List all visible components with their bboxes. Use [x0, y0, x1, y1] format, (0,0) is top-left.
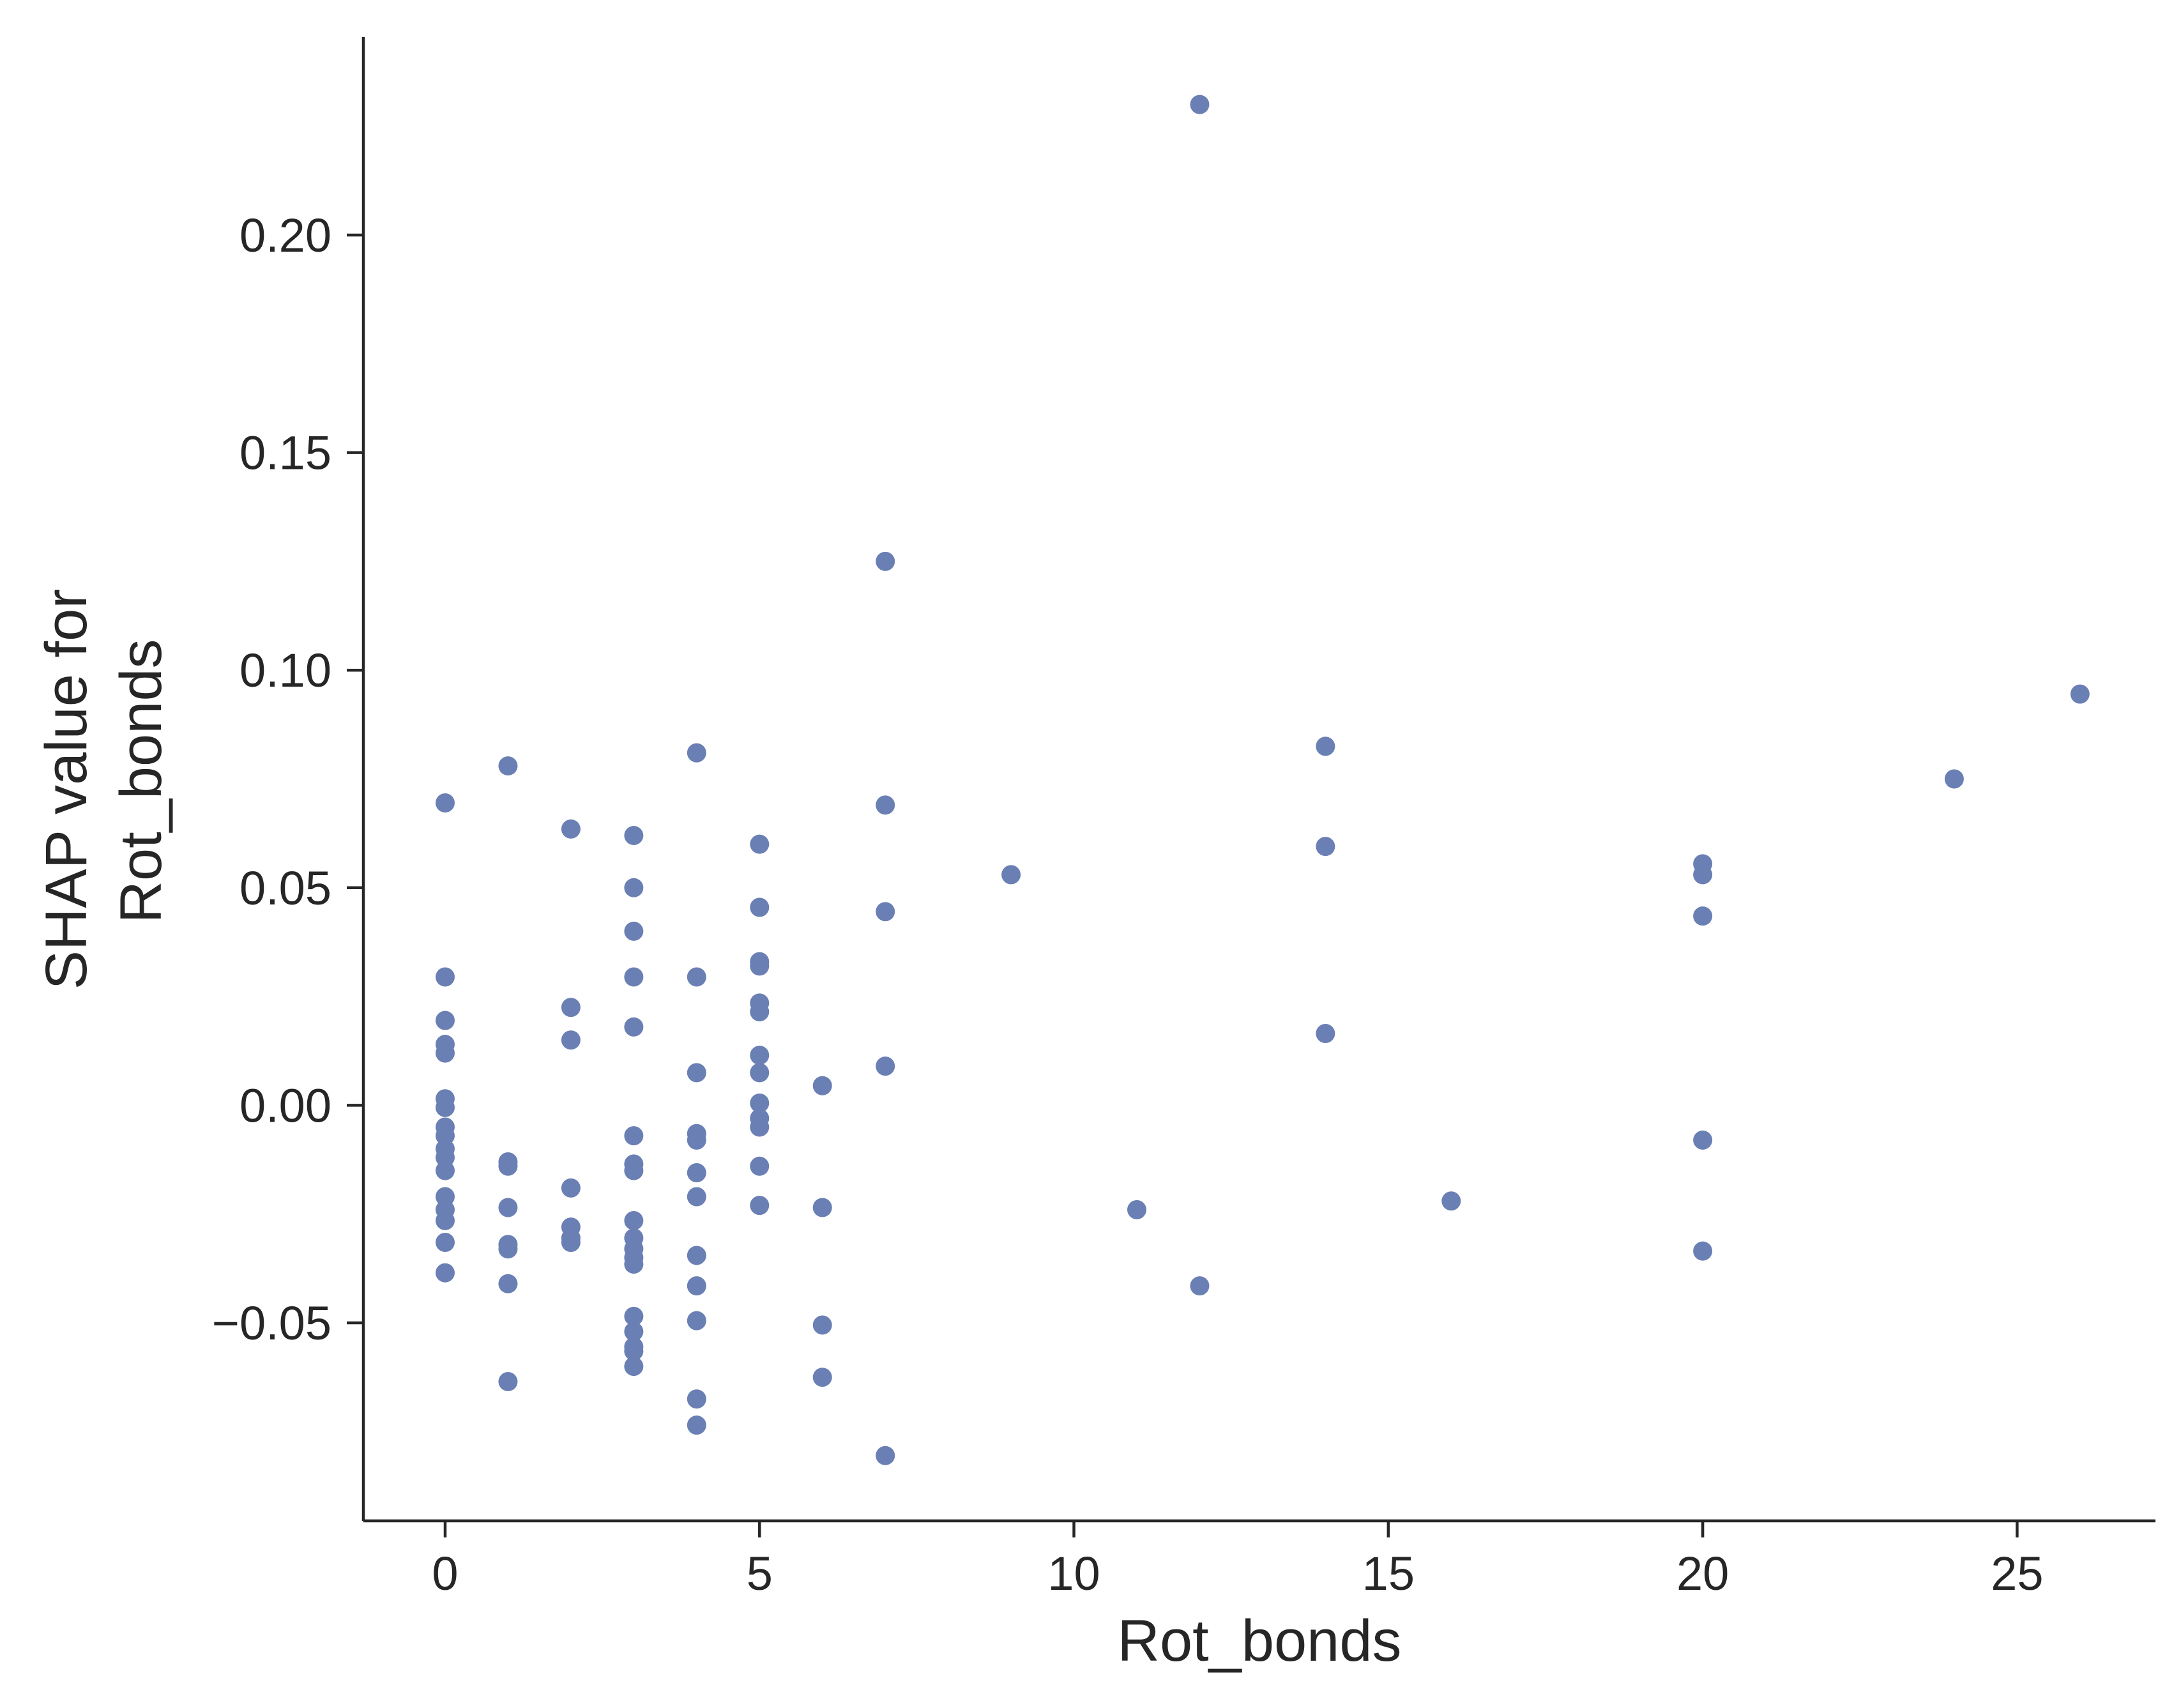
- data-point: [1001, 865, 1021, 885]
- data-point: [435, 1010, 455, 1030]
- data-point: [750, 956, 770, 976]
- data-point: [876, 1056, 895, 1076]
- data-point: [624, 1341, 644, 1361]
- data-point: [435, 1233, 455, 1253]
- data-point: [1316, 837, 1335, 857]
- y-tick-label: −0.05: [212, 1297, 331, 1350]
- data-point: [624, 1254, 644, 1274]
- data-point: [1944, 769, 1964, 789]
- data-point: [750, 1117, 770, 1137]
- data-point: [1693, 1241, 1713, 1261]
- data-point: [750, 897, 770, 917]
- y-axis-title-line-1: SHAP value for: [34, 589, 99, 989]
- data-point: [687, 1246, 706, 1265]
- y-tick-label: 0.00: [239, 1079, 331, 1132]
- data-point: [498, 1274, 518, 1293]
- data-point: [435, 1210, 455, 1230]
- data-point: [498, 756, 518, 776]
- data-point: [812, 1198, 832, 1217]
- data-point: [1127, 1200, 1147, 1219]
- x-axis-ticks: 0 5 10 15 20 25: [432, 1521, 2044, 1600]
- data-point: [812, 1076, 832, 1095]
- data-point: [624, 1322, 644, 1341]
- data-point: [435, 1043, 455, 1063]
- data-points: [435, 95, 2090, 1465]
- data-point: [498, 1372, 518, 1392]
- data-point: [750, 1002, 770, 1021]
- data-point: [498, 1198, 518, 1217]
- data-point: [435, 1263, 455, 1283]
- data-point: [624, 1161, 644, 1180]
- data-point: [687, 1415, 706, 1435]
- data-point: [624, 967, 644, 987]
- data-point: [876, 902, 895, 922]
- y-tick-label: 0.15: [239, 427, 331, 480]
- data-point: [498, 1239, 518, 1259]
- y-tick-label: 0.05: [239, 862, 331, 915]
- data-point: [1693, 1130, 1713, 1150]
- data-point: [624, 878, 644, 897]
- data-point: [1693, 906, 1713, 926]
- data-point: [624, 1210, 644, 1230]
- x-tick-label: 20: [1676, 1547, 1729, 1600]
- data-point: [561, 1233, 581, 1253]
- data-point: [561, 819, 581, 839]
- data-point: [624, 1017, 644, 1037]
- data-point: [750, 1196, 770, 1216]
- x-tick-label: 0: [432, 1547, 458, 1600]
- data-point: [687, 1311, 706, 1331]
- y-axis-ticks: −0.05 0.00 0.05 0.10 0.15 0.20: [212, 209, 363, 1350]
- data-point: [687, 1187, 706, 1207]
- data-point: [624, 1357, 644, 1376]
- data-point: [750, 1094, 770, 1113]
- data-point: [561, 1178, 581, 1198]
- y-tick-label: 0.10: [239, 644, 331, 697]
- data-point: [498, 1156, 518, 1176]
- x-tick-label: 15: [1362, 1547, 1415, 1600]
- data-point: [1190, 95, 1210, 114]
- data-point: [1316, 736, 1335, 756]
- x-tick-label: 10: [1047, 1547, 1100, 1600]
- data-point: [561, 998, 581, 1018]
- data-point: [2070, 684, 2090, 704]
- data-point: [624, 921, 644, 941]
- data-point: [687, 1163, 706, 1183]
- x-axis-title: Rot_bonds: [1118, 1608, 1402, 1674]
- data-point: [624, 1306, 644, 1326]
- data-point: [812, 1315, 832, 1335]
- data-point: [435, 793, 455, 812]
- data-point: [435, 967, 455, 987]
- y-tick-label: 0.20: [239, 209, 331, 262]
- data-point: [687, 1063, 706, 1083]
- data-point: [750, 834, 770, 854]
- y-axis-title: SHAP value for Rot_bonds: [34, 573, 174, 990]
- data-point: [1693, 865, 1713, 885]
- x-tick-label: 25: [1991, 1547, 2043, 1600]
- data-point: [687, 1276, 706, 1296]
- data-point: [1441, 1191, 1461, 1211]
- data-point: [750, 1063, 770, 1083]
- data-point: [876, 1445, 895, 1465]
- data-point: [1190, 1276, 1210, 1296]
- data-point: [624, 826, 644, 846]
- data-point: [687, 1130, 706, 1150]
- data-point: [876, 795, 895, 815]
- data-point: [1316, 1024, 1335, 1044]
- data-point: [435, 1097, 455, 1117]
- data-point: [750, 1156, 770, 1176]
- data-point: [687, 1389, 706, 1409]
- data-point: [435, 1161, 455, 1180]
- data-point: [812, 1368, 832, 1387]
- data-point: [561, 1030, 581, 1050]
- data-point: [687, 743, 706, 763]
- data-point: [750, 1046, 770, 1065]
- y-axis-title-line-2: Rot_bonds: [109, 639, 174, 924]
- data-point: [687, 967, 706, 987]
- data-point: [624, 1126, 644, 1146]
- x-tick-label: 5: [747, 1547, 773, 1600]
- data-point: [876, 551, 895, 571]
